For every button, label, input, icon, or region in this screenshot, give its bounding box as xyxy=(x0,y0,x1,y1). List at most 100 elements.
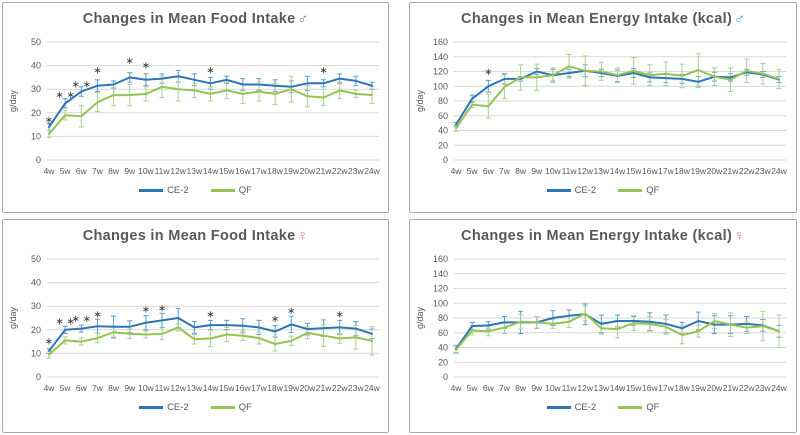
ce2-line-swatch xyxy=(546,189,571,192)
svg-text:6w: 6w xyxy=(75,383,87,393)
food-intake-male-plot: 0 10 20 30 40 50 g/day 4w 5w 6w 7w 8w 9w 10w 11w 12w 13w… xyxy=(8,37,381,176)
svg-text:9w: 9w xyxy=(124,383,136,393)
svg-text:6w: 6w xyxy=(483,166,495,176)
ce2-line-swatch xyxy=(546,406,571,409)
svg-text:21w: 21w xyxy=(315,383,331,393)
legend-label-qf: QF xyxy=(238,402,252,413)
energy-intake-male-plot: 0 20 40 60 80 100 120 140 160 g/day 4w 5w 6w 7w 8w 9w 10… xyxy=(415,37,788,176)
legend-item-qf: QF xyxy=(210,185,252,196)
svg-text:160: 160 xyxy=(433,254,448,264)
svg-text:g/day: g/day xyxy=(415,306,425,329)
svg-text:0: 0 xyxy=(443,155,448,165)
svg-text:16w: 16w xyxy=(642,383,658,393)
svg-text:9w: 9w xyxy=(531,383,543,393)
chart-title-text: Changes in Mean Food Intake xyxy=(82,11,296,27)
svg-text:g/day: g/day xyxy=(8,306,18,329)
svg-text:∗: ∗ xyxy=(287,306,295,317)
svg-text:12w: 12w xyxy=(170,166,186,176)
svg-text:20w: 20w xyxy=(707,166,723,176)
svg-text:13w: 13w xyxy=(594,383,610,393)
svg-text:13w: 13w xyxy=(186,383,202,393)
svg-text:∗ ∗: ∗ ∗ xyxy=(71,314,91,325)
svg-text:20: 20 xyxy=(438,357,448,367)
svg-text:∗: ∗ xyxy=(141,305,149,316)
legend-label-qf: QF xyxy=(238,185,252,196)
legend: CE-2 QF xyxy=(3,185,388,196)
svg-text:5w: 5w xyxy=(467,166,479,176)
svg-text:10w: 10w xyxy=(138,383,154,393)
svg-text:11w: 11w xyxy=(154,166,170,176)
svg-text:17w: 17w xyxy=(251,166,267,176)
svg-text:24w: 24w xyxy=(364,166,380,176)
svg-text:∗ ∗: ∗ ∗ xyxy=(55,90,75,101)
svg-text:140: 140 xyxy=(433,52,448,62)
svg-text:80: 80 xyxy=(438,96,448,106)
svg-text:20: 20 xyxy=(30,325,40,335)
svg-text:∗: ∗ xyxy=(44,115,52,126)
svg-text:23w: 23w xyxy=(755,166,771,176)
svg-text:∗ ∗: ∗ ∗ xyxy=(71,79,91,90)
svg-text:6w: 6w xyxy=(483,383,495,393)
svg-text:20w: 20w xyxy=(707,383,723,393)
svg-text:11w: 11w xyxy=(154,383,170,393)
legend-item-qf: QF xyxy=(210,402,252,413)
legend-label-qf: QF xyxy=(646,185,660,196)
svg-text:50: 50 xyxy=(30,254,40,264)
chart-title-text: Changes in Mean Food Intake xyxy=(82,228,296,244)
legend: CE-2 QF xyxy=(410,185,796,196)
svg-text:7w: 7w xyxy=(92,166,104,176)
svg-text:∗: ∗ xyxy=(157,304,165,315)
svg-text:4w: 4w xyxy=(451,166,463,176)
svg-text:20: 20 xyxy=(438,140,448,150)
svg-text:160: 160 xyxy=(433,37,448,47)
svg-text:4w: 4w xyxy=(43,383,55,393)
svg-text:22w: 22w xyxy=(739,383,755,393)
qf-line-swatch xyxy=(618,189,643,192)
svg-text:40: 40 xyxy=(30,278,40,288)
male-symbol: ♂ xyxy=(297,10,309,26)
svg-text:10w: 10w xyxy=(138,166,154,176)
ce2-line-swatch xyxy=(139,189,164,192)
svg-text:21w: 21w xyxy=(723,383,739,393)
svg-text:5w: 5w xyxy=(59,166,71,176)
legend-label-ce2: CE-2 xyxy=(574,185,597,196)
svg-text:23w: 23w xyxy=(755,383,771,393)
svg-text:40: 40 xyxy=(30,61,40,71)
svg-text:30: 30 xyxy=(30,84,40,94)
legend: CE-2 QF xyxy=(3,402,388,413)
svg-text:10w: 10w xyxy=(545,166,561,176)
qf-line-swatch xyxy=(210,189,235,192)
svg-text:19w: 19w xyxy=(283,383,299,393)
svg-text:10: 10 xyxy=(30,131,40,141)
legend-label-ce2: CE-2 xyxy=(167,402,189,413)
svg-text:20w: 20w xyxy=(299,383,315,393)
svg-text:15w: 15w xyxy=(626,383,642,393)
svg-text:14w: 14w xyxy=(202,166,218,176)
food-intake-female-plot: 0 10 20 30 40 50 g/day 4w 5w 6w 7w 8w 9w 10w 11w 12w 13w… xyxy=(8,254,381,393)
svg-text:0: 0 xyxy=(35,372,40,382)
svg-text:9w: 9w xyxy=(124,166,136,176)
svg-text:14w: 14w xyxy=(610,166,626,176)
svg-text:g/day: g/day xyxy=(415,89,425,112)
svg-text:140: 140 xyxy=(433,269,448,279)
svg-text:7w: 7w xyxy=(499,166,511,176)
legend: CE-2 QF xyxy=(410,402,796,413)
svg-text:18w: 18w xyxy=(674,166,690,176)
svg-text:5w: 5w xyxy=(467,383,479,393)
chart-title-text: Changes in Mean Energy Intake (kcal) xyxy=(461,11,733,27)
chart-panel-energy-intake-female: Changes in Mean Energy Intake (kcal) ♀ 0 2… xyxy=(409,219,797,433)
svg-text:4w: 4w xyxy=(451,383,463,393)
legend-item-qf: QF xyxy=(618,185,659,196)
svg-text:17w: 17w xyxy=(251,383,267,393)
svg-text:22w: 22w xyxy=(739,166,755,176)
male-symbol: ♂ xyxy=(734,10,745,26)
svg-text:19w: 19w xyxy=(283,166,299,176)
legend-label-ce2: CE-2 xyxy=(167,185,189,196)
svg-text:30: 30 xyxy=(30,301,40,311)
svg-text:0: 0 xyxy=(443,372,448,382)
svg-text:100: 100 xyxy=(433,81,448,91)
svg-text:∗: ∗ xyxy=(125,56,133,67)
chart-panel-food-intake-male: Changes in Mean Food Intake ♂ 0 10 20 30 40 50… xyxy=(2,2,389,213)
qf-line-swatch xyxy=(618,406,643,409)
svg-text:∗: ∗ xyxy=(206,309,214,320)
